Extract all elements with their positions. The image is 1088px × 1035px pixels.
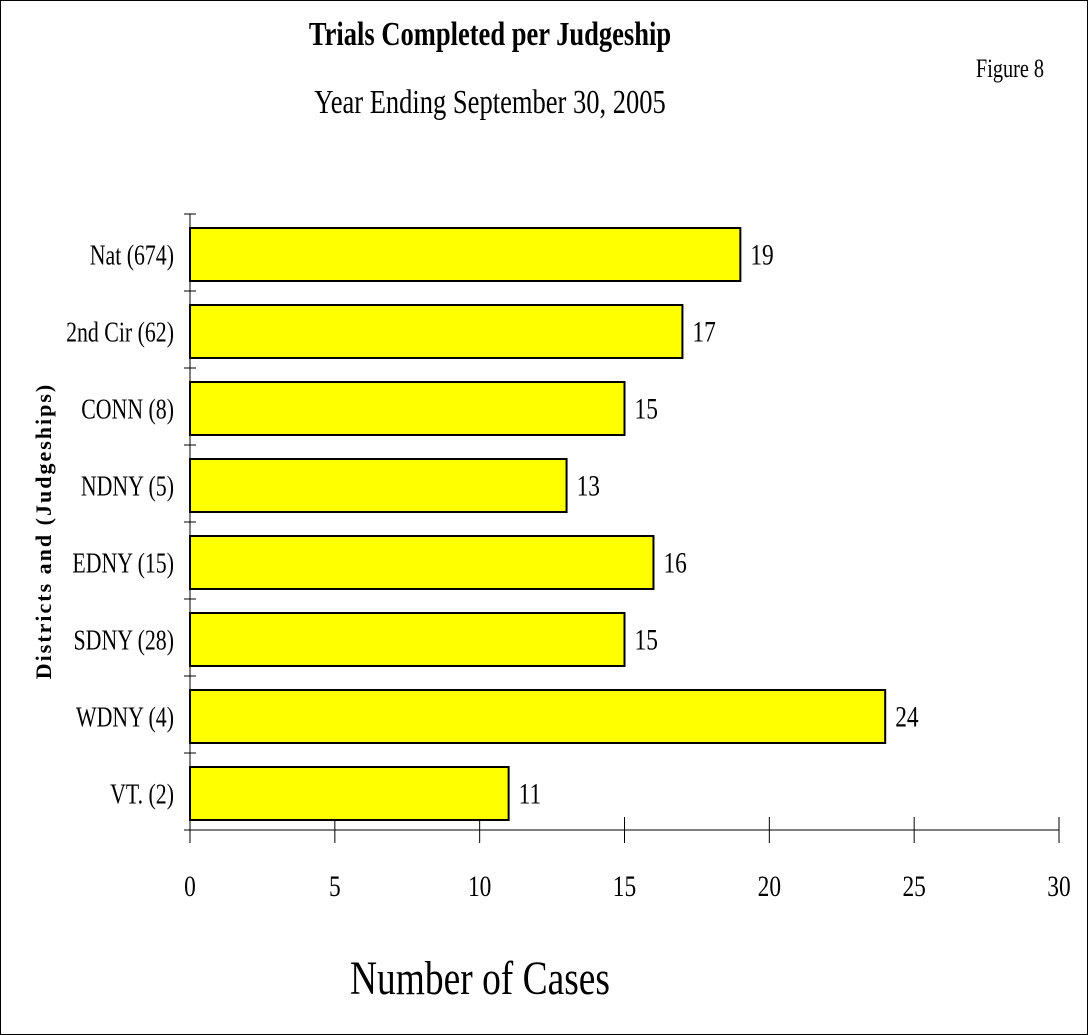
x-tick-label: 20: [758, 869, 781, 902]
x-tick-label: 5: [329, 869, 341, 902]
bar-value-label: 24: [895, 700, 919, 733]
x-tick-label: 30: [1047, 869, 1070, 902]
x-tick-label: 0: [184, 869, 196, 902]
bar: [189, 689, 887, 744]
y-tick-label: VT. (2): [110, 780, 174, 810]
bar-value-label: 16: [663, 546, 686, 579]
bar: [189, 304, 684, 359]
bar: [189, 766, 510, 821]
bar-value-label: 13: [577, 469, 600, 502]
x-tick-label: 25: [902, 869, 925, 902]
y-tick-label: SDNY (28): [74, 626, 174, 656]
bar: [189, 227, 742, 282]
y-tick-label: Nat (674): [90, 241, 174, 271]
y-tick-label: CONN (8): [81, 395, 174, 425]
chart-title: Trials Completed per Judgeship: [308, 16, 672, 53]
bar-value-label: 17: [692, 315, 715, 348]
bar: [189, 535, 655, 590]
x-tick-label: 10: [468, 869, 491, 902]
figure-label: Figure 8: [975, 54, 1045, 83]
bar-value-label: 15: [635, 392, 658, 425]
bar: [189, 612, 626, 667]
bar: [189, 458, 568, 513]
bar-value-label: 19: [750, 238, 773, 271]
y-tick-label: 2nd Cir (62): [66, 318, 174, 348]
bar-value-label: 11: [519, 777, 542, 810]
x-tick-label: 15: [613, 869, 636, 902]
chart-subtitle: Year Ending September 30, 2005: [314, 84, 666, 121]
y-tick-label: WDNY (4): [76, 703, 174, 733]
y-tick-label: NDNY (5): [81, 472, 174, 502]
x-axis-label: Number of Cases: [350, 952, 610, 1005]
y-tick-label: EDNY (15): [72, 549, 174, 579]
bar-value-label: 15: [635, 623, 658, 656]
bar: [189, 381, 626, 436]
